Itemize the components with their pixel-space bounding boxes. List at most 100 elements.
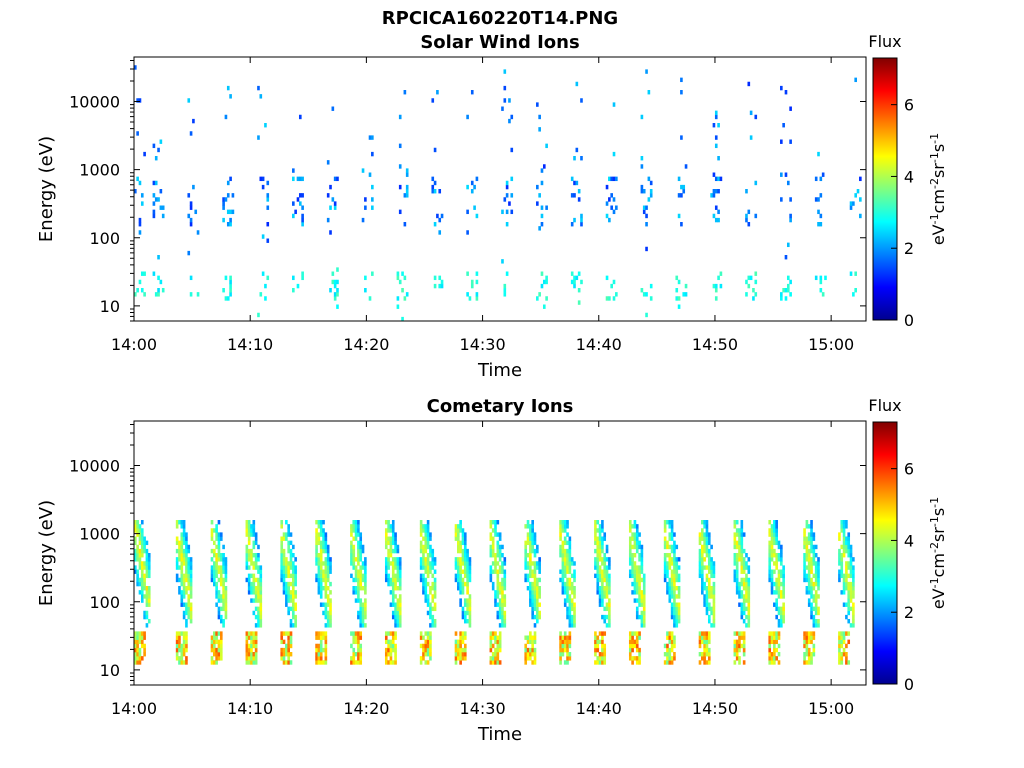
flux-cell <box>145 602 149 607</box>
flux-cell <box>466 114 469 120</box>
colorbar-title: Flux <box>868 396 901 415</box>
flux-cell <box>403 275 407 281</box>
flux-cell <box>668 577 672 583</box>
flux-cell <box>250 553 253 558</box>
flux-cell <box>215 590 218 595</box>
flux-cell <box>419 528 423 533</box>
flux-cell <box>542 279 546 285</box>
flux-cell <box>563 635 567 640</box>
flux-cell <box>422 548 425 554</box>
flux-cell <box>394 573 397 579</box>
flux-cell <box>524 647 528 653</box>
flux-cell <box>292 610 295 616</box>
flux-cell <box>747 602 751 607</box>
flux-cell <box>178 656 181 661</box>
flux-cell <box>489 635 493 640</box>
flux-cell <box>807 553 811 558</box>
flux-cell <box>185 639 188 645</box>
flux-cell <box>152 193 156 198</box>
flux-cell <box>494 557 497 562</box>
flux-cell <box>714 283 718 289</box>
flux-cell <box>250 581 253 587</box>
flux-cell <box>601 569 604 574</box>
flux-cell <box>712 602 716 607</box>
flux-cell <box>540 205 544 210</box>
flux-cell <box>675 557 679 562</box>
flux-cell <box>842 602 846 607</box>
flux-cell <box>735 520 739 525</box>
flux-cell <box>466 184 469 190</box>
flux-cell <box>733 540 737 546</box>
flux-cell <box>352 548 356 554</box>
flux-cell <box>389 631 393 636</box>
flux-cell <box>570 598 574 603</box>
flux-cell <box>740 528 744 533</box>
x-tick-label: 14:00 <box>111 335 157 354</box>
flux-cell <box>780 573 783 579</box>
flux-cell <box>280 536 284 541</box>
flux-cell <box>635 528 639 533</box>
flux-cell <box>401 288 404 293</box>
flux-cell <box>326 619 330 624</box>
flux-cell <box>140 594 144 599</box>
flux-cell <box>531 586 534 591</box>
flux-cell <box>185 532 188 537</box>
flux-cell <box>745 586 748 591</box>
flux-cell <box>631 565 634 570</box>
flux-cell <box>735 561 739 566</box>
flux-cell <box>294 590 297 595</box>
flux-cell <box>389 524 393 529</box>
flux-cell <box>359 532 363 537</box>
flux-cell <box>252 656 256 661</box>
flux-cell <box>189 131 193 136</box>
flux-cell <box>319 581 323 587</box>
flux-cell <box>673 590 676 595</box>
flux-cell <box>568 606 572 612</box>
flux-cell <box>459 561 462 566</box>
flux-cell <box>559 631 562 636</box>
flux-cell <box>489 660 493 665</box>
flux-cell <box>786 242 790 248</box>
flux-cell <box>536 610 539 616</box>
flux-cell <box>847 631 851 636</box>
flux-cell <box>178 660 181 665</box>
flux-cell <box>138 217 142 223</box>
flux-cell <box>245 631 249 636</box>
flux-cell <box>501 569 504 574</box>
flux-cell <box>215 594 218 599</box>
flux-cell <box>670 557 674 562</box>
flux-cell <box>628 548 632 554</box>
flux-cell <box>847 606 851 612</box>
flux-cell <box>152 209 156 215</box>
flux-cell <box>773 536 776 541</box>
flux-cell <box>134 569 137 574</box>
flux-cell <box>289 553 293 558</box>
flux-cell <box>524 652 528 657</box>
flux-cell <box>185 565 188 570</box>
flux-cell <box>359 635 363 640</box>
flux-cell <box>431 176 435 182</box>
flux-cell <box>224 569 228 574</box>
flux-cell <box>219 643 223 649</box>
flux-cell <box>357 590 360 595</box>
flux-cell <box>324 602 328 607</box>
flux-cell <box>538 590 541 595</box>
flux-cell <box>735 553 739 558</box>
flux-cell <box>350 553 353 558</box>
flux-cell <box>842 544 846 550</box>
flux-cell <box>331 106 335 111</box>
flux-cell <box>601 652 604 657</box>
flux-cell <box>245 520 249 525</box>
flux-cell <box>357 557 360 562</box>
flux-cell <box>503 98 507 103</box>
flux-cell <box>812 606 816 612</box>
flux-cell <box>563 590 567 595</box>
flux-cell <box>782 619 785 624</box>
flux-cell <box>563 660 567 665</box>
flux-cell <box>810 581 813 587</box>
flux-cell <box>496 581 500 587</box>
flux-cell <box>219 565 223 570</box>
flux-cell <box>773 520 776 525</box>
flux-cell <box>738 656 741 661</box>
flux-cell <box>354 635 358 640</box>
